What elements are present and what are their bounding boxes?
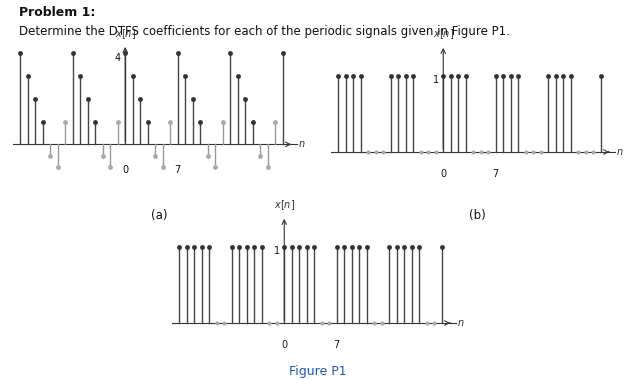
Text: Determine the DTFS coefficients for each of the periodic signals given in Figure: Determine the DTFS coefficients for each… [19,25,510,38]
Text: $x[n]$: $x[n]$ [114,27,135,41]
Text: (b): (b) [469,209,485,222]
Text: $n$: $n$ [616,147,623,157]
Text: 1: 1 [432,75,439,85]
Text: 7: 7 [493,169,499,179]
Text: $x[n]$: $x[n]$ [432,27,453,41]
Text: 4: 4 [114,53,121,63]
Text: 0: 0 [281,340,287,350]
Text: 1: 1 [273,246,280,256]
Text: 7: 7 [334,340,340,350]
Text: $n$: $n$ [457,318,464,328]
Text: 0: 0 [122,165,128,175]
Text: Problem 1:: Problem 1: [19,6,95,19]
Text: (a): (a) [151,209,167,222]
Text: $n$: $n$ [298,139,305,149]
Text: 7: 7 [175,165,181,175]
Text: 0: 0 [440,169,446,179]
Text: $x[n]$: $x[n]$ [273,198,294,212]
Text: Figure P1: Figure P1 [289,365,347,378]
